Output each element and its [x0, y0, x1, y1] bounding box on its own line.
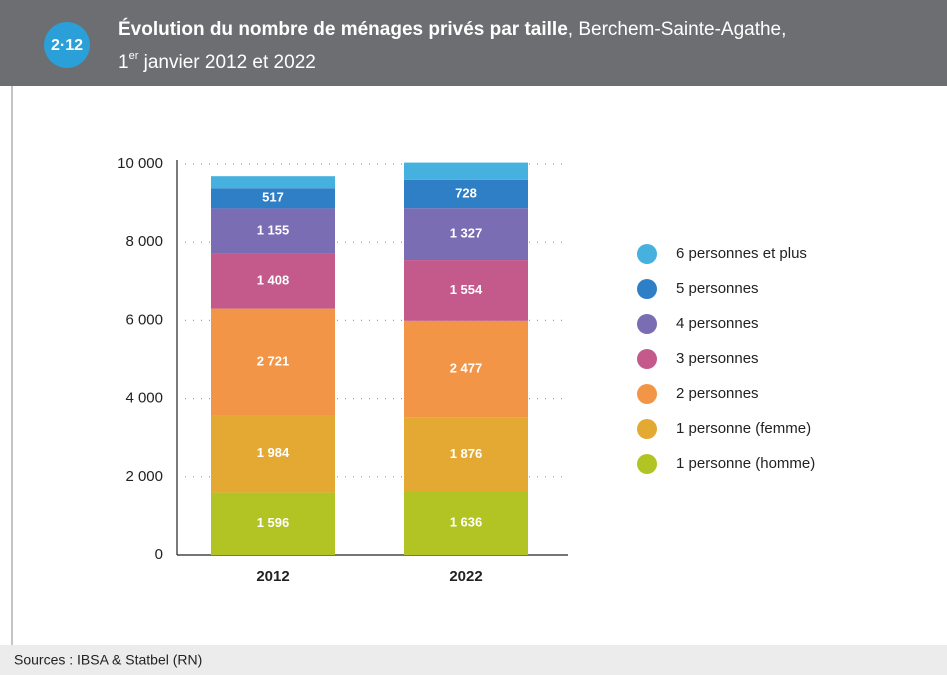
- y-tick-label: 4 000: [125, 390, 163, 407]
- legend-label: 1 personne (femme): [676, 420, 811, 437]
- subtitle-sup: er: [129, 50, 139, 62]
- value-label: 1 984: [257, 445, 290, 460]
- subtitle-rest: janvier 2012 et 2022: [138, 52, 315, 73]
- value-label: 307: [262, 155, 284, 170]
- bar-segment: [404, 320, 528, 418]
- x-tick-label: 2022: [449, 568, 482, 585]
- value-label: 1 327: [450, 226, 483, 241]
- bar-segment: [211, 208, 335, 254]
- y-tick-label: 2 000: [125, 468, 163, 485]
- value-label: 1 596: [257, 515, 290, 530]
- value-label: 2 477: [450, 361, 483, 376]
- legend-marker: [637, 454, 657, 474]
- value-label: 517: [262, 190, 284, 205]
- figure-number: 2·12: [51, 37, 83, 54]
- footer: [0, 645, 947, 675]
- value-label: 1 636: [450, 514, 483, 529]
- bar-segment: [404, 260, 528, 321]
- value-label: 1 876: [450, 446, 483, 461]
- bar-segment: [211, 492, 335, 555]
- legend-label: 3 personnes: [676, 350, 759, 367]
- value-label: 1 155: [257, 222, 290, 237]
- bar-segment: [211, 253, 335, 309]
- chart-subtitle: 1er janvier 2012 et 2022: [118, 50, 316, 73]
- y-tick-label: 6 000: [125, 311, 163, 328]
- title-suffix: , Berchem-Sainte-Agathe,: [568, 19, 787, 40]
- legend-label: 1 personne (homme): [676, 455, 815, 472]
- header: [0, 0, 947, 86]
- bar-segment: [404, 162, 528, 180]
- figure-badge: [44, 22, 90, 68]
- legend-label: 4 personnes: [676, 315, 759, 332]
- legend-label: 2 personnes: [676, 385, 759, 402]
- x-tick-label: 2012: [256, 568, 289, 585]
- title-main: Évolution du nombre de ménages privés pa…: [118, 18, 568, 40]
- legend-marker: [637, 314, 657, 334]
- legend-marker: [637, 384, 657, 404]
- value-label: 2 721: [257, 353, 290, 368]
- legend-label: 6 personnes et plus: [676, 245, 807, 262]
- y-tick-label: 0: [155, 546, 163, 563]
- bar-segment: [211, 415, 335, 493]
- legend-marker: [637, 419, 657, 439]
- subtitle-day: 1: [118, 52, 129, 73]
- bar-segment: [211, 308, 335, 416]
- value-label: 438: [455, 141, 477, 156]
- bar-segment: [211, 176, 335, 189]
- legend-marker: [637, 244, 657, 264]
- bar-segment: [404, 417, 528, 492]
- legend-marker: [637, 279, 657, 299]
- bar-segment: [404, 179, 528, 209]
- y-tick-label: 10 000: [117, 155, 163, 172]
- y-tick-label: 8 000: [125, 233, 163, 250]
- chart-title: Évolution du nombre de ménages privés pa…: [118, 18, 786, 40]
- bar-segment: [404, 208, 528, 261]
- source: Sources : IBSA & Statbel (RN): [14, 652, 202, 668]
- bar-segment: [211, 188, 335, 209]
- legend-marker: [637, 349, 657, 369]
- legend-label: 5 personnes: [676, 280, 759, 297]
- value-label: 1 554: [450, 282, 483, 297]
- bar-segment: [404, 491, 528, 555]
- value-label: 1 408: [257, 273, 290, 288]
- value-label: 728: [455, 185, 477, 200]
